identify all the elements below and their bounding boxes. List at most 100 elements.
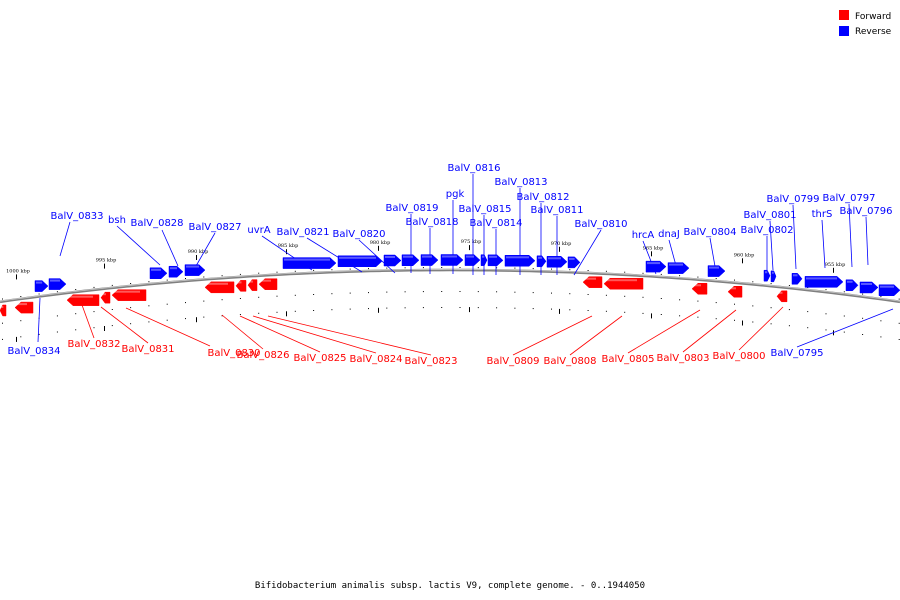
forward-gene-label[interactable]: BalV_0831 <box>121 344 174 355</box>
reverse-gene[interactable] <box>504 255 536 267</box>
reverse-gene-label[interactable]: BalV_0795 <box>770 348 823 359</box>
reverse-gene[interactable] <box>536 255 547 268</box>
scale-dot <box>313 310 315 311</box>
reverse-gene-label[interactable]: BalV_0813 <box>494 177 547 188</box>
reverse-gene[interactable] <box>282 257 337 269</box>
forward-gene-label[interactable]: BalV_0823 <box>404 356 457 367</box>
reverse-gene[interactable] <box>184 264 206 276</box>
scale-dot <box>294 270 296 272</box>
reverse-gene-label[interactable]: hrcA <box>632 230 655 241</box>
reverse-gene-label[interactable]: BalV_0827 <box>188 222 241 233</box>
reverse-gene-label[interactable]: BalV_0818 <box>405 217 458 228</box>
reverse-gene[interactable] <box>168 265 184 278</box>
forward-gene-label[interactable]: BalV_0826 <box>236 350 289 361</box>
forward-gene[interactable] <box>603 277 644 290</box>
reverse-gene[interactable] <box>34 280 49 292</box>
reverse-gene[interactable] <box>567 256 581 269</box>
forward-gene[interactable] <box>204 281 235 294</box>
forward-gene[interactable] <box>727 286 743 298</box>
reverse-gene[interactable] <box>48 278 67 290</box>
reverse-gene-label[interactable]: BalV_0797 <box>822 193 875 204</box>
forward-gene[interactable] <box>100 291 111 304</box>
scale-dot <box>642 272 644 274</box>
reverse-gene-label[interactable]: bsh <box>108 215 126 226</box>
reverse-gene[interactable] <box>763 269 771 282</box>
reverse-gene-label[interactable]: BalV_0833 <box>50 211 103 222</box>
reverse-gene-label[interactable]: BalV_0810 <box>574 219 627 230</box>
reverse-gene[interactable] <box>804 276 844 288</box>
reverse-gene-label[interactable]: BalV_0821 <box>276 227 329 238</box>
scale-dot <box>605 310 607 312</box>
reverse-gene-label[interactable]: BalV_0834 <box>7 346 60 357</box>
reverse-gene-label[interactable]: BalV_0814 <box>469 218 522 229</box>
reverse-gene-label[interactable]: thrS <box>812 209 833 220</box>
gene-highlight <box>765 271 768 274</box>
legend-item-forward[interactable]: Forward <box>839 10 891 22</box>
reverse-gene[interactable] <box>546 256 568 268</box>
scale-tick <box>833 267 834 273</box>
forward-gene[interactable] <box>14 301 34 314</box>
forward-gene-label[interactable]: BalV_0808 <box>543 356 596 367</box>
reverse-gene-label[interactable]: pgk <box>446 189 465 200</box>
reverse-gene-label[interactable]: BalV_0815 <box>458 204 511 215</box>
reverse-gene-label[interactable]: BalV_0799 <box>766 194 819 205</box>
scale-dot <box>38 293 40 295</box>
forward-gene[interactable] <box>258 278 278 290</box>
reverse-gene[interactable] <box>337 255 383 268</box>
reverse-gene-label[interactable]: BalV_0828 <box>130 218 183 229</box>
reverse-gene[interactable] <box>440 254 464 266</box>
forward-gene-label[interactable]: BalV_0805 <box>601 354 654 365</box>
reverse-gene-label[interactable]: BalV_0804 <box>683 227 736 238</box>
reverse-gene[interactable] <box>707 265 726 277</box>
gene-highlight <box>793 274 798 277</box>
forward-gene-label[interactable]: BalV_0809 <box>486 356 539 367</box>
forward-gene[interactable] <box>582 276 603 288</box>
scale-tick <box>742 320 743 326</box>
reverse-gene-label[interactable]: BalV_0796 <box>839 206 892 217</box>
reverse-gene[interactable] <box>149 267 168 280</box>
forward-gene[interactable] <box>235 280 247 292</box>
forward-gene-label[interactable]: BalV_0830 <box>207 348 260 359</box>
scale-dot <box>75 313 77 315</box>
reverse-gene-label[interactable]: BalV_0812 <box>516 192 569 203</box>
forward-gene[interactable] <box>247 279 258 291</box>
reverse-gene-label[interactable]: uvrA <box>247 225 270 236</box>
scale-dot <box>752 305 754 307</box>
reverse-gene[interactable] <box>383 254 402 267</box>
reverse-gene[interactable] <box>770 270 777 283</box>
forward-gene-label[interactable]: BalV_0832 <box>67 339 120 350</box>
scale-tick <box>16 336 17 342</box>
reverse-gene[interactable] <box>845 279 859 292</box>
forward-gene-label[interactable]: BalV_0803 <box>656 353 709 364</box>
reverse-gene-label[interactable]: BalV_0820 <box>332 229 385 240</box>
legend-item-reverse[interactable]: Reverse <box>839 26 892 37</box>
reverse-gene[interactable] <box>878 284 900 296</box>
reverse-gene[interactable] <box>420 254 439 266</box>
forward-gene[interactable] <box>776 290 788 303</box>
scale-dot <box>843 315 845 317</box>
reverse-gene[interactable] <box>645 260 667 273</box>
reverse-gene[interactable] <box>480 254 488 266</box>
forward-gene[interactable] <box>66 294 100 306</box>
reverse-gene-label[interactable]: dnaJ <box>658 229 680 240</box>
reverse-gene[interactable] <box>487 254 504 267</box>
scale-dot <box>386 291 388 293</box>
reverse-gene-label[interactable]: BalV_0816 <box>447 163 500 174</box>
scale-label: 955 kbp <box>825 262 846 268</box>
forward-gene-label[interactable]: BalV_0825 <box>293 353 346 364</box>
reverse-gene-label[interactable]: BalV_0802 <box>740 225 793 236</box>
reverse-gene-label[interactable]: BalV_0819 <box>385 203 438 214</box>
reverse-gene-label[interactable]: BalV_0801 <box>743 210 796 221</box>
reverse-gene-label[interactable]: BalV_0811 <box>530 205 583 216</box>
reverse-gene[interactable] <box>791 273 803 285</box>
forward-gene-label[interactable]: BalV_0800 <box>712 351 765 362</box>
scale-dot <box>404 307 406 309</box>
reverse-gene[interactable] <box>667 262 690 274</box>
forward-gene[interactable] <box>111 289 147 301</box>
forward-gene[interactable] <box>691 283 708 295</box>
reverse-gene[interactable] <box>859 281 879 294</box>
reverse-gene[interactable] <box>401 254 420 266</box>
forward-gene[interactable] <box>0 304 7 317</box>
forward-gene-label[interactable]: BalV_0824 <box>349 354 402 365</box>
reverse-gene[interactable] <box>464 254 481 266</box>
